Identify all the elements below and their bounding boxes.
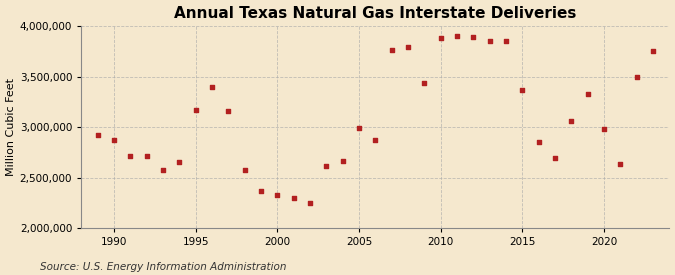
Point bbox=[648, 49, 659, 53]
Point bbox=[190, 108, 201, 112]
Point bbox=[109, 138, 119, 142]
Point bbox=[304, 201, 315, 205]
Point bbox=[338, 158, 348, 163]
Point bbox=[321, 163, 331, 168]
Text: Source: U.S. Energy Information Administration: Source: U.S. Energy Information Administ… bbox=[40, 262, 287, 272]
Point bbox=[501, 39, 512, 43]
Point bbox=[485, 39, 495, 43]
Y-axis label: Million Cubic Feet: Million Cubic Feet bbox=[5, 78, 16, 176]
Point bbox=[354, 126, 364, 130]
Point bbox=[419, 80, 430, 85]
Point bbox=[468, 35, 479, 39]
Point bbox=[402, 45, 413, 49]
Point bbox=[566, 119, 577, 123]
Point bbox=[223, 109, 234, 113]
Point bbox=[533, 140, 544, 145]
Point bbox=[272, 193, 283, 197]
Point bbox=[386, 48, 397, 53]
Point bbox=[583, 92, 593, 96]
Point bbox=[256, 189, 267, 193]
Point bbox=[370, 138, 381, 142]
Point bbox=[157, 167, 168, 172]
Point bbox=[615, 161, 626, 166]
Point bbox=[141, 153, 152, 158]
Point bbox=[435, 36, 446, 40]
Point bbox=[549, 155, 560, 160]
Title: Annual Texas Natural Gas Interstate Deliveries: Annual Texas Natural Gas Interstate Deli… bbox=[174, 6, 576, 21]
Point bbox=[174, 160, 185, 164]
Point bbox=[599, 127, 610, 131]
Point bbox=[631, 74, 642, 79]
Point bbox=[125, 153, 136, 158]
Point bbox=[452, 34, 462, 38]
Point bbox=[288, 196, 299, 200]
Point bbox=[239, 167, 250, 172]
Point bbox=[92, 133, 103, 138]
Point bbox=[517, 87, 528, 92]
Point bbox=[207, 84, 217, 89]
